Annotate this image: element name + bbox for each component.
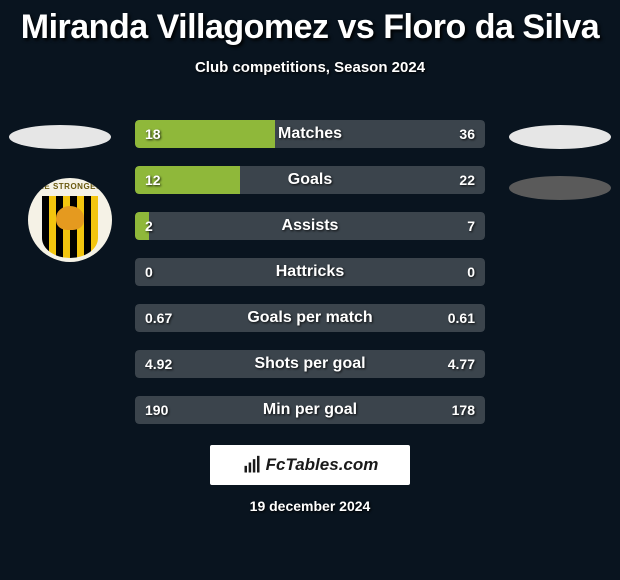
stat-value-right: 7 (467, 212, 475, 240)
stat-value-right: 22 (459, 166, 475, 194)
chart-icon (242, 455, 262, 475)
stat-value-right: 178 (452, 396, 475, 424)
stat-row: 4.92Shots per goal4.77 (135, 350, 485, 378)
infographic-root: Miranda Villagomez vs Floro da Silva Clu… (0, 0, 620, 580)
club-arc-text: HE STRONGES (28, 182, 112, 191)
stat-value-right: 0 (467, 258, 475, 286)
right-placeholder-1 (509, 125, 611, 149)
club-tiger-icon (56, 206, 84, 230)
stat-row: 0Hattricks0 (135, 258, 485, 286)
stat-row: 0.67Goals per match0.61 (135, 304, 485, 332)
stat-label: Hattricks (135, 258, 485, 286)
stat-row: 12Goals22 (135, 166, 485, 194)
stat-label: Assists (135, 212, 485, 240)
stat-label: Goals per match (135, 304, 485, 332)
stat-row: 2Assists7 (135, 212, 485, 240)
right-placeholder-2 (509, 176, 611, 200)
stat-label: Min per goal (135, 396, 485, 424)
stat-value-right: 36 (459, 120, 475, 148)
stat-value-right: 0.61 (448, 304, 475, 332)
stat-label: Goals (135, 166, 485, 194)
date-text: 19 december 2024 (0, 498, 620, 514)
left-placeholder-1 (9, 125, 111, 149)
stat-row: 190Min per goal178 (135, 396, 485, 424)
left-club-badge: HE STRONGES (28, 178, 112, 262)
stat-row: 18Matches36 (135, 120, 485, 148)
title: Miranda Villagomez vs Floro da Silva (0, 0, 620, 47)
stat-label: Shots per goal (135, 350, 485, 378)
subtitle: Club competitions, Season 2024 (0, 59, 620, 76)
stat-label: Matches (135, 120, 485, 148)
site-logo-text: FcTables.com (266, 455, 379, 475)
stat-rows: 18Matches3612Goals222Assists70Hattricks0… (135, 120, 485, 442)
stat-value-right: 4.77 (448, 350, 475, 378)
site-logo-box: FcTables.com (210, 445, 410, 485)
